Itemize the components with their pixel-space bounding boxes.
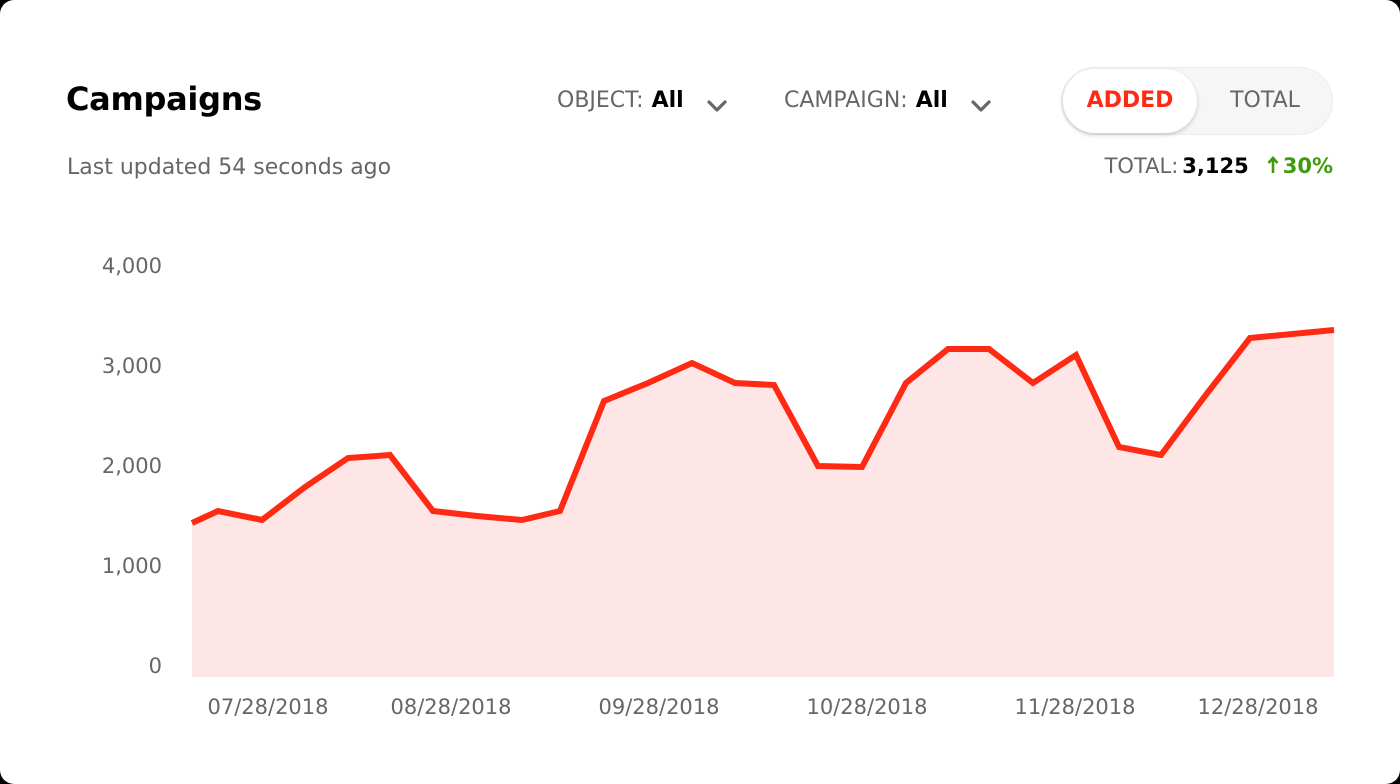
last-updated-text: Last updated 54 seconds ago — [67, 155, 392, 180]
total-label: TOTAL: — [1104, 154, 1179, 178]
chart-line — [190, 327, 1335, 526]
x-tick: 08/28/2018 — [390, 695, 512, 719]
campaign-filter-value: All — [915, 88, 948, 113]
chevron-down-icon — [970, 94, 992, 112]
total-change-percent: 30% — [1282, 154, 1333, 178]
x-tick: 07/28/2018 — [207, 695, 329, 719]
total-value: 3,125 — [1182, 154, 1249, 178]
y-tick: 0 — [148, 654, 162, 678]
x-tick: 09/28/2018 — [598, 695, 720, 719]
campaign-filter-label: CAMPAIGN: — [784, 88, 908, 113]
y-tick: 4,000 — [101, 254, 162, 278]
object-filter-value: All — [651, 88, 684, 113]
y-tick: 1,000 — [101, 554, 162, 578]
total-summary: TOTAL: 3,125 30% — [1105, 154, 1333, 178]
y-tick: 3,000 — [101, 354, 162, 378]
x-tick: 12/28/2018 — [1197, 695, 1319, 719]
toggle-added[interactable]: ADDED — [1063, 69, 1197, 133]
x-tick: 11/28/2018 — [1014, 695, 1136, 719]
chevron-down-icon — [706, 94, 728, 112]
campaign-filter-dropdown[interactable]: CAMPAIGN: All — [784, 88, 992, 113]
page-title: Campaigns — [66, 80, 262, 118]
x-tick: 10/28/2018 — [806, 695, 928, 719]
object-filter-dropdown[interactable]: OBJECT: All — [557, 88, 728, 113]
object-filter-label: OBJECT: — [557, 88, 644, 113]
y-tick: 2,000 — [101, 454, 162, 478]
added-total-toggle: ADDED TOTAL — [1061, 67, 1333, 135]
toggle-total[interactable]: TOTAL — [1230, 88, 1300, 113]
arrow-up-icon — [1267, 154, 1279, 178]
total-change: 30% — [1267, 154, 1333, 178]
chart-area-fill — [192, 330, 1334, 677]
